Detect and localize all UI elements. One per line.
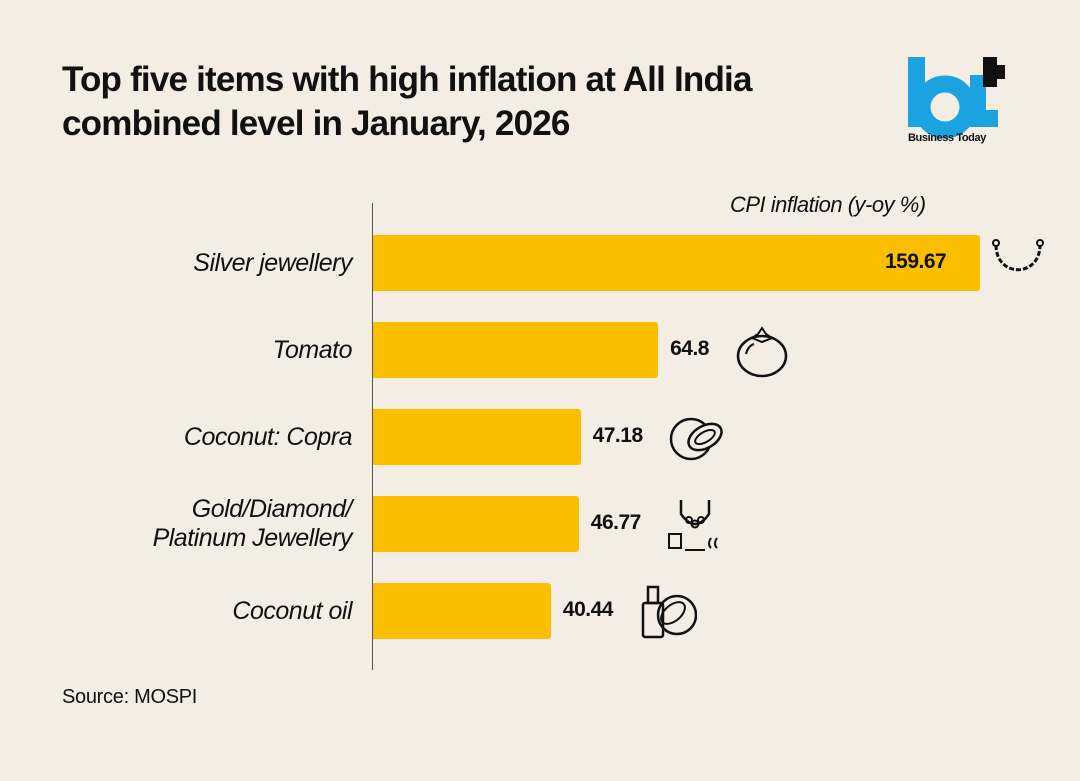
bar (373, 496, 579, 552)
tomato-icon (736, 326, 788, 378)
source-note: Source: MOSPI (62, 686, 198, 708)
coconut-icon (669, 417, 723, 461)
bar (373, 583, 551, 639)
logo-text: Business Today (908, 132, 986, 144)
value-label: 47.18 (592, 424, 644, 447)
category-label: Tomato (272, 335, 353, 364)
category-label: Silver jewellery (193, 248, 352, 277)
bar (373, 409, 581, 465)
category-label: Gold/Diamond/Platinum Jewellery (152, 495, 353, 552)
chain-necklace-icon (992, 239, 1044, 272)
chart-title: Top five items with high inflation at Al… (62, 60, 752, 143)
value-label: 46.77 (590, 511, 642, 534)
bar (373, 322, 659, 378)
business-today-logo (908, 57, 1005, 139)
category-label: Coconut: Copra (183, 422, 353, 451)
bar (373, 235, 980, 291)
value-label: 64.8 (670, 337, 709, 360)
category-label: Coconut oil (232, 596, 352, 625)
coconut-oil-icon (641, 585, 697, 639)
value-label: 40.44 (562, 598, 614, 621)
jewellery-icon (667, 500, 718, 551)
y-axis-line (372, 203, 373, 670)
value-label: 159.67 (885, 250, 947, 273)
axis-label: CPI inflation (y-oy %) (730, 192, 926, 217)
